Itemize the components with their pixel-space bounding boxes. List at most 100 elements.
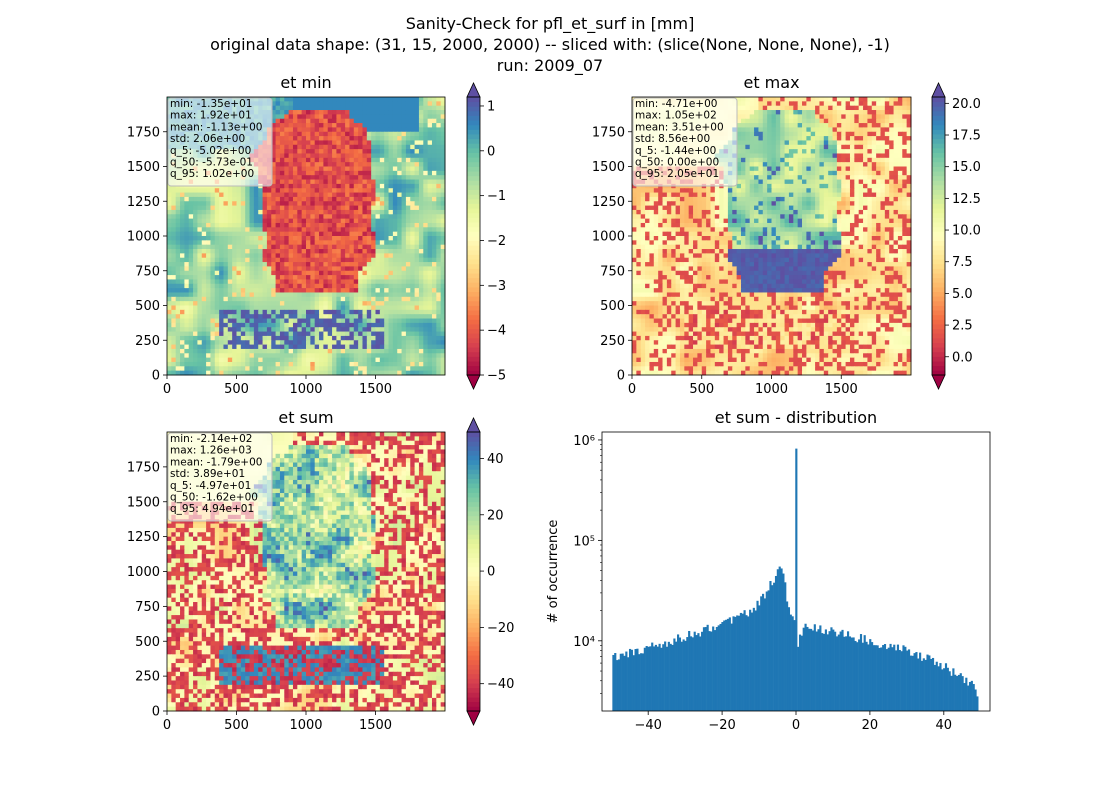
heatmap-cell bbox=[349, 340, 355, 346]
heatmap-cell bbox=[797, 110, 803, 115]
heatmap-cell bbox=[271, 348, 277, 354]
heatmap-cell bbox=[292, 257, 298, 263]
heatmap-cell bbox=[180, 209, 185, 215]
heatmap-cell bbox=[410, 296, 416, 302]
heatmap-cell bbox=[758, 144, 764, 150]
heatmap-cell bbox=[345, 201, 350, 207]
heatmap-cell bbox=[171, 236, 177, 241]
heatmap-cell bbox=[353, 127, 359, 133]
heatmap-cell bbox=[297, 192, 303, 198]
heatmap-cell bbox=[249, 262, 255, 267]
heatmap-cell bbox=[431, 236, 437, 241]
heatmap-cell bbox=[193, 275, 198, 280]
heatmap-cell bbox=[418, 123, 424, 128]
heatmap-cell bbox=[327, 175, 333, 181]
heatmap-cell bbox=[279, 231, 285, 237]
heatmap-cell bbox=[210, 283, 216, 289]
heatmap-cell bbox=[902, 127, 908, 133]
heatmap-cell bbox=[193, 201, 198, 207]
heatmap-cell bbox=[366, 110, 372, 115]
heatmap-cell bbox=[184, 309, 190, 315]
heatmap-cell bbox=[345, 296, 350, 302]
heatmap-cell bbox=[345, 101, 350, 107]
heatmap-cell bbox=[431, 105, 437, 111]
heatmap-cell bbox=[784, 101, 790, 107]
heatmap-cell bbox=[876, 114, 881, 120]
heatmap-cell bbox=[184, 214, 190, 220]
heatmap-cell bbox=[836, 97, 842, 102]
heatmap-cell bbox=[171, 370, 177, 376]
heatmap-cell bbox=[167, 249, 172, 254]
heatmap-cell bbox=[375, 275, 381, 280]
heatmap-cell bbox=[284, 301, 290, 306]
heatmap-cell bbox=[410, 240, 416, 246]
heatmap-cell bbox=[323, 344, 329, 350]
heatmap-cell bbox=[353, 149, 359, 154]
heatmap-cell bbox=[349, 101, 355, 107]
heatmap-cell bbox=[206, 288, 211, 293]
heatmap-cell bbox=[319, 331, 324, 337]
heatmap-cell bbox=[262, 331, 268, 337]
heatmap-cell bbox=[310, 318, 316, 324]
heatmap-cell bbox=[397, 166, 403, 172]
heatmap-cell bbox=[301, 257, 307, 263]
heatmap-cell bbox=[384, 214, 390, 220]
heatmap-cell bbox=[201, 314, 207, 320]
heatmap-cell bbox=[223, 196, 229, 202]
heatmap-cell bbox=[397, 101, 403, 107]
heatmap-cell bbox=[262, 227, 268, 233]
heatmap-cell bbox=[197, 314, 203, 320]
heatmap-cell bbox=[371, 222, 376, 228]
heatmap-cell bbox=[210, 279, 216, 285]
heatmap-cell bbox=[167, 222, 172, 228]
heatmap-cell bbox=[301, 105, 307, 111]
heatmap-cell bbox=[201, 249, 207, 254]
heatmap-cell bbox=[863, 123, 868, 128]
heatmap-cell bbox=[336, 288, 342, 293]
heatmap-cell bbox=[754, 136, 759, 141]
heatmap-cell bbox=[436, 270, 442, 276]
heatmap-cell bbox=[353, 344, 359, 350]
heatmap-cell bbox=[397, 231, 403, 237]
heatmap-cell bbox=[323, 370, 329, 376]
heatmap-cell bbox=[784, 110, 790, 115]
heatmap-cell bbox=[401, 301, 407, 306]
heatmap-cell bbox=[410, 97, 416, 102]
heatmap-cell bbox=[353, 231, 359, 237]
heatmap-cell bbox=[288, 192, 294, 198]
heatmap-cell bbox=[762, 140, 768, 146]
heatmap-cell bbox=[366, 288, 372, 293]
heatmap-cell bbox=[828, 105, 834, 111]
heatmap-cell bbox=[414, 105, 420, 111]
heatmap-cell bbox=[405, 218, 411, 224]
heatmap-cell bbox=[392, 253, 398, 259]
colorbar-segment bbox=[467, 236, 480, 242]
heatmap-cell bbox=[427, 305, 433, 311]
heatmap-cell bbox=[392, 144, 398, 150]
heatmap-cell bbox=[736, 105, 742, 111]
heatmap-cell bbox=[340, 205, 346, 211]
heatmap-cell bbox=[867, 105, 873, 111]
heatmap-cell bbox=[336, 361, 342, 367]
heatmap-cell bbox=[227, 353, 233, 359]
heatmap-cell bbox=[188, 201, 194, 207]
heatmap-cell bbox=[349, 270, 355, 276]
heatmap-cell bbox=[440, 318, 446, 324]
heatmap-cell bbox=[345, 222, 350, 228]
heatmap-cell bbox=[201, 205, 207, 211]
heatmap-cell bbox=[401, 136, 407, 141]
heatmap-cell bbox=[284, 127, 290, 133]
heatmap-cell bbox=[240, 318, 246, 324]
heatmap-cell bbox=[271, 170, 277, 176]
heatmap-cell bbox=[384, 266, 390, 272]
heatmap-cell bbox=[745, 114, 751, 120]
heatmap-cell bbox=[319, 296, 324, 302]
heatmap-cell bbox=[423, 131, 429, 137]
heatmap-cell bbox=[327, 149, 333, 154]
heatmap-cell bbox=[340, 201, 346, 207]
heatmap-cell bbox=[349, 296, 355, 302]
heatmap-cell bbox=[397, 157, 403, 163]
heatmap-cell bbox=[323, 335, 329, 341]
heatmap-cell bbox=[388, 231, 394, 237]
heatmap-cell bbox=[414, 318, 420, 324]
